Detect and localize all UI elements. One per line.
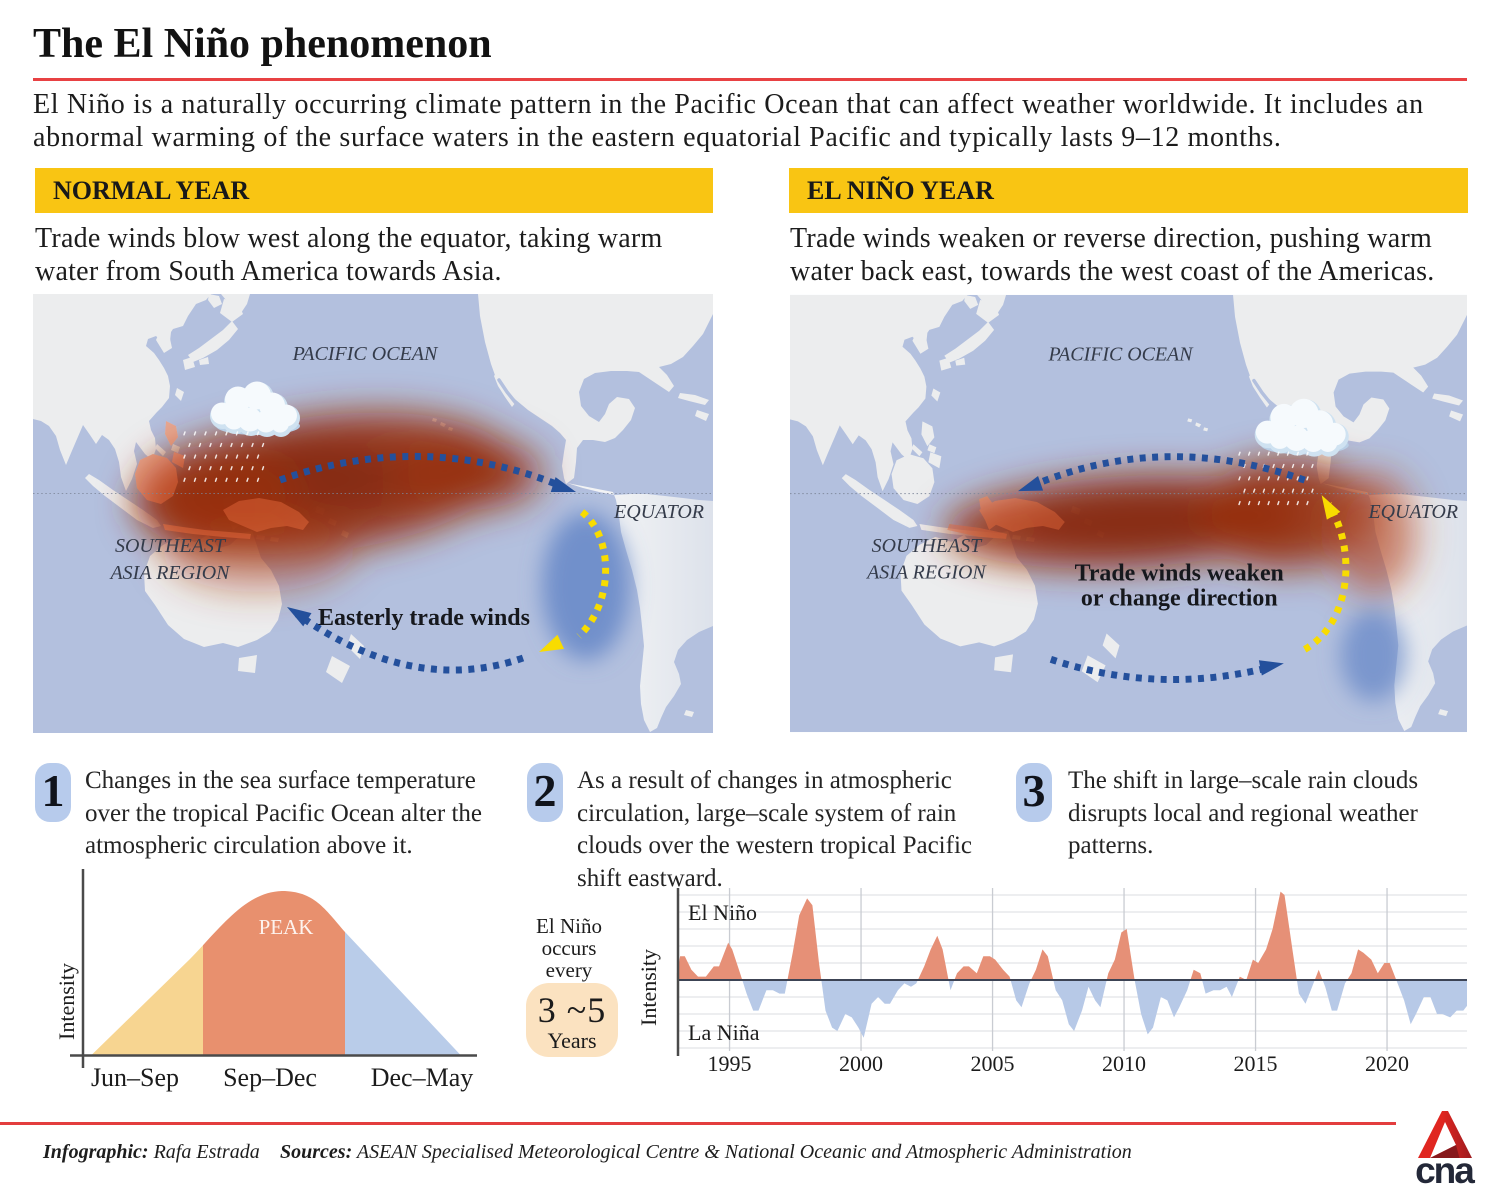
svg-text:Intensity: Intensity	[636, 949, 661, 1026]
svg-text:cna: cna	[1415, 1150, 1475, 1187]
svg-text:2005: 2005	[971, 1051, 1015, 1076]
svg-text:1995: 1995	[708, 1051, 752, 1076]
svg-text:EQUATOR: EQUATOR	[1367, 501, 1458, 523]
svg-text:La Niña: La Niña	[688, 1020, 760, 1045]
svg-text:EQUATOR: EQUATOR	[613, 501, 704, 523]
svg-text:2010: 2010	[1102, 1051, 1146, 1076]
svg-text:ASIA REGION: ASIA REGION	[108, 562, 231, 584]
svg-text:Sep–Dec: Sep–Dec	[223, 1063, 317, 1092]
svg-text:ASIA REGION: ASIA REGION	[865, 562, 987, 584]
svg-text:SOUTHEAST: SOUTHEAST	[115, 535, 227, 557]
svg-text:Dec–May: Dec–May	[371, 1063, 474, 1092]
svg-text:2020: 2020	[1365, 1051, 1409, 1076]
svg-text:PACIFIC OCEAN: PACIFIC OCEAN	[292, 343, 439, 365]
svg-text:Intensity: Intensity	[54, 963, 79, 1040]
svg-text:Jun–Sep: Jun–Sep	[91, 1063, 179, 1092]
svg-text:2000: 2000	[839, 1051, 883, 1076]
svg-text:2015: 2015	[1234, 1051, 1278, 1076]
svg-text:Trade winds weaken: Trade winds weaken	[1075, 561, 1284, 587]
svg-text:or change direction: or change direction	[1081, 586, 1278, 612]
svg-text:PEAK: PEAK	[259, 915, 314, 939]
svg-text:PACIFIC OCEAN: PACIFIC OCEAN	[1048, 344, 1195, 366]
svg-text:Easterly trade winds: Easterly trade winds	[318, 605, 530, 631]
svg-text:El Niño: El Niño	[688, 900, 757, 925]
svg-text:SOUTHEAST: SOUTHEAST	[872, 535, 983, 557]
